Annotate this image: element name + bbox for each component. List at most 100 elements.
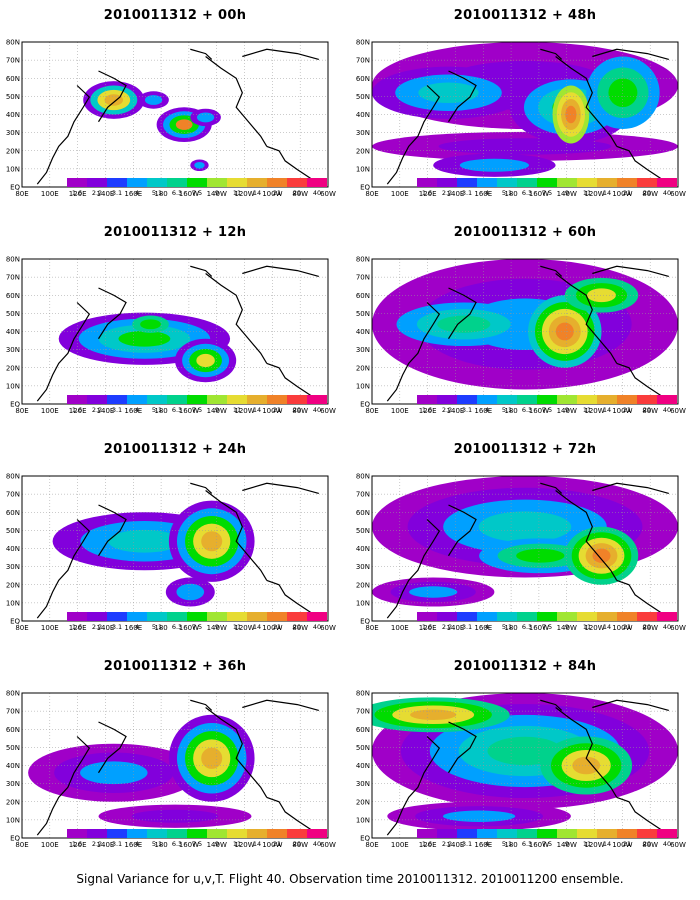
colorbar-swatch <box>437 395 457 404</box>
colorbar-label: 4 <box>134 623 140 631</box>
colorbar-label: 1.6 <box>421 840 433 848</box>
lon-tick-label: 60W <box>320 841 336 849</box>
colorbar-swatch <box>247 612 267 621</box>
lon-tick-label: 120W <box>584 190 604 198</box>
colorbar-label: 3.1 <box>461 840 473 848</box>
lon-tick-label: 160W <box>529 624 549 632</box>
gridlines <box>372 42 678 187</box>
lat-tick-label: 20N <box>6 147 20 155</box>
lon-tick-label: 160E <box>124 624 142 632</box>
lat-tick-label: 60N <box>356 75 370 83</box>
lon-tick-label: 160W <box>179 841 199 849</box>
colorbar-label: 3.1 <box>111 189 123 197</box>
variance-contour <box>201 531 223 552</box>
colorbar-swatch <box>457 829 477 838</box>
colorbar-swatch <box>127 829 147 838</box>
lat-tick-label: 80N <box>356 256 370 264</box>
coastlines <box>386 265 669 402</box>
lat-tick-label: 20N <box>6 581 20 589</box>
colorbar-label: 2.2 <box>441 406 453 414</box>
colorbar-label: 14 <box>602 840 612 848</box>
lat-tick-label: 70N <box>6 274 20 282</box>
colorbar-swatch <box>537 612 557 621</box>
lon-tick-label: 120E <box>69 407 87 415</box>
colorbar-swatch <box>557 829 577 838</box>
colorbar-swatch <box>637 395 657 404</box>
colorbar-swatch <box>227 829 247 838</box>
lon-tick-label: 120E <box>69 841 87 849</box>
lon-tick-label: 160W <box>179 407 199 415</box>
lon-tick-label: 140E <box>447 841 465 849</box>
colorbar-swatch <box>557 395 577 404</box>
variance-contour <box>194 161 205 169</box>
colorbar-label: 4 <box>134 189 140 197</box>
lat-tick-label: 70N <box>6 708 20 716</box>
lat-tick-label: 80N <box>356 473 370 481</box>
variance-contour <box>140 319 161 330</box>
colorbar <box>417 395 677 409</box>
panel-title: 2010011312 + 24h <box>103 442 247 457</box>
colorbar-label: 40 <box>662 840 672 848</box>
colorbar-swatch <box>637 829 657 838</box>
panel-title: 2010011312 + 36h <box>103 659 247 674</box>
colorbar-swatch <box>207 395 227 404</box>
colorbar-label: 5.1 <box>501 406 513 414</box>
colorbar-label: 9 <box>564 189 570 197</box>
colorbar-label: 14 <box>602 406 612 414</box>
lat-tick-label: 60N <box>6 292 20 300</box>
lat-tick-label: 40N <box>6 762 20 770</box>
colorbar-label: 7.5 <box>191 840 203 848</box>
lon-tick-label: 160E <box>474 407 492 415</box>
coastlines <box>386 699 669 836</box>
colorbar-swatch <box>307 612 327 621</box>
lon-tick-label: 140W <box>207 624 227 632</box>
panel-72h: 2010011312 + 72h 80N 70N 60N 50N 40N 30N 20N 10… <box>356 442 690 662</box>
lat-tick-label: 20N <box>6 364 20 372</box>
colorbar-swatch <box>577 178 597 187</box>
colorbar-swatch <box>617 178 637 187</box>
colorbar-label: 6.3 <box>171 623 183 631</box>
colorbar-swatch <box>67 178 87 187</box>
colorbar-swatch <box>67 395 87 404</box>
lat-tick-label: 70N <box>6 57 20 65</box>
lat-tick-label: 20N <box>6 798 20 806</box>
variance-contour <box>409 586 458 598</box>
colorbar-swatch <box>537 829 557 838</box>
colorbar-swatch <box>637 178 657 187</box>
lon-tick-label: 80E <box>15 190 28 198</box>
lat-tick-label: 70N <box>356 491 370 499</box>
colorbar-label: 2.2 <box>441 189 453 197</box>
lon-tick-label: 140E <box>97 407 115 415</box>
colorbar-swatch <box>497 178 517 187</box>
colorbar-swatch <box>107 829 127 838</box>
colorbar <box>417 612 677 626</box>
colorbar-swatch <box>477 395 497 404</box>
lon-tick-label: 100W <box>262 407 282 415</box>
lat-tick-label: 70N <box>356 708 370 716</box>
colorbar-label: 14 <box>602 623 612 631</box>
colorbar-swatch <box>307 829 327 838</box>
lon-tick-label: 60W <box>320 624 336 632</box>
colorbar-swatch <box>437 178 457 187</box>
lon-tick-label: 80W <box>642 841 658 849</box>
colorbar-swatch <box>187 612 207 621</box>
variance-contour <box>459 158 529 172</box>
lon-tick-label: 100E <box>41 841 59 849</box>
colorbar-swatch <box>617 395 637 404</box>
lon-tick-label: 140W <box>557 190 577 198</box>
variance-contour <box>608 78 638 108</box>
gridlines <box>22 42 328 187</box>
lon-tick-label: 120E <box>419 841 437 849</box>
lon-tick-label: 60W <box>670 624 686 632</box>
colorbar-swatch <box>127 395 147 404</box>
colorbar-swatch <box>537 395 557 404</box>
colorbar-label: 6.3 <box>521 623 533 631</box>
lon-tick-label: 160E <box>124 841 142 849</box>
panel-24h: 2010011312 + 24h 80N 70N 60N 50N 40N 30N 20N 10… <box>6 442 340 662</box>
colorbar-label: 5.1 <box>501 840 513 848</box>
colorbar-label: 5.1 <box>151 840 163 848</box>
panel-title: 2010011312 + 12h <box>103 225 247 240</box>
lon-tick-label: 120E <box>419 407 437 415</box>
